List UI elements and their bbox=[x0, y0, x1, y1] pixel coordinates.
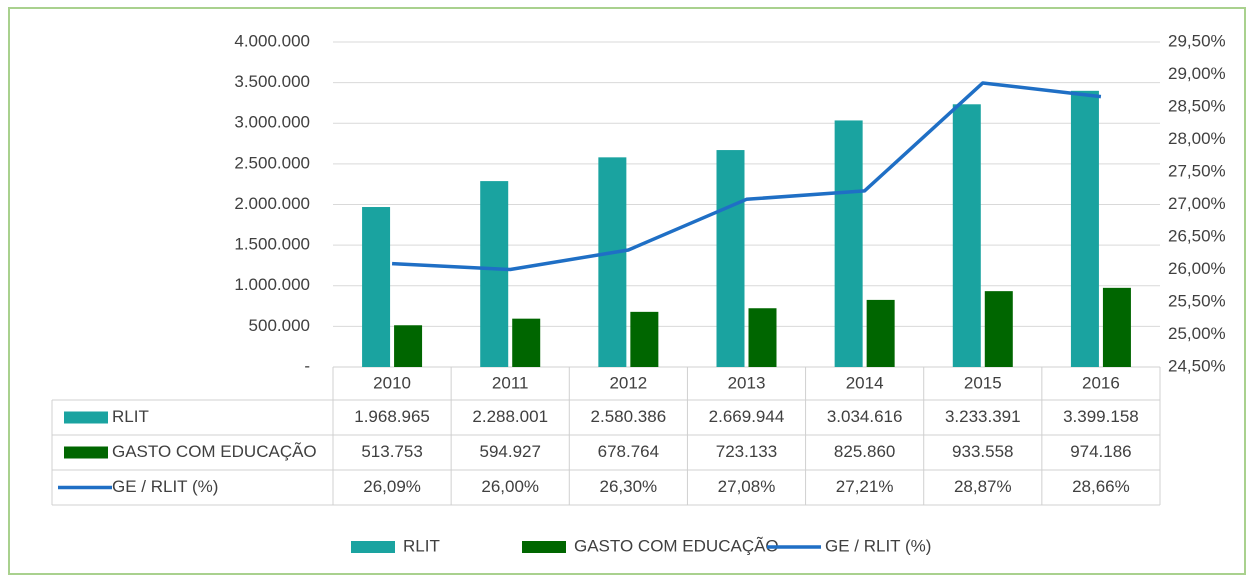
table-row-label: RLIT bbox=[112, 407, 149, 426]
table-cell: 3.233.391 bbox=[945, 407, 1021, 426]
bar bbox=[748, 308, 777, 367]
table-cell: 1.968.965 bbox=[354, 407, 430, 426]
table-cell: 2.580.386 bbox=[591, 407, 667, 426]
table-cell: 27,08% bbox=[718, 477, 776, 496]
legend-key bbox=[351, 541, 395, 553]
legend-label: GE / RLIT (%) bbox=[825, 536, 931, 555]
legend-label: GASTO COM EDUCAÇÃO bbox=[574, 536, 779, 555]
table-cell: 933.558 bbox=[952, 442, 1013, 461]
bar bbox=[866, 299, 895, 367]
table-cell: 678.764 bbox=[598, 442, 659, 461]
table-key bbox=[64, 446, 108, 459]
table-cell: 26,30% bbox=[600, 477, 658, 496]
y-tick-label: - bbox=[304, 356, 310, 375]
table-row-label: GE / RLIT (%) bbox=[112, 477, 218, 496]
table-cell: 28,66% bbox=[1072, 477, 1130, 496]
bar bbox=[630, 311, 659, 367]
y2-tick-label: 24,50% bbox=[1168, 356, 1226, 375]
y-tick-label: 1.000.000 bbox=[234, 275, 310, 294]
table-cell: 28,87% bbox=[954, 477, 1012, 496]
table-cell: 3.399.158 bbox=[1063, 407, 1139, 426]
frame bbox=[8, 7, 1246, 575]
bar bbox=[512, 318, 541, 367]
table-row-label: GASTO COM EDUCAÇÃO bbox=[112, 442, 317, 461]
bar bbox=[716, 150, 745, 367]
table-cell: 974.186 bbox=[1070, 442, 1131, 461]
y2-tick-label: 28,50% bbox=[1168, 96, 1226, 115]
x-tick-label: 2015 bbox=[964, 373, 1002, 392]
table-cell: 825.860 bbox=[834, 442, 895, 461]
table-cell: 26,00% bbox=[481, 477, 539, 496]
y2-tick-label: 26,00% bbox=[1168, 259, 1226, 278]
y2-tick-label: 25,50% bbox=[1168, 291, 1226, 310]
y2-tick-label: 25,00% bbox=[1168, 324, 1226, 343]
y2-tick-label: 27,50% bbox=[1168, 161, 1226, 180]
y-tick-label: 2.500.000 bbox=[234, 153, 310, 172]
table-cell: 2.288.001 bbox=[472, 407, 548, 426]
bar bbox=[362, 207, 391, 367]
x-tick-label: 2014 bbox=[846, 373, 884, 392]
y-tick-label: 2.000.000 bbox=[234, 194, 310, 213]
y-tick-label: 500.000 bbox=[249, 316, 310, 335]
legend-label: RLIT bbox=[403, 536, 440, 555]
y2-tick-label: 27,00% bbox=[1168, 194, 1226, 213]
table-key bbox=[64, 411, 108, 424]
bar bbox=[984, 291, 1013, 367]
x-tick-label: 2011 bbox=[492, 373, 529, 392]
table-cell: 594.927 bbox=[479, 442, 540, 461]
line bbox=[391, 81, 1102, 272]
x-tick-label: 2013 bbox=[728, 373, 766, 392]
x-tick-label: 2012 bbox=[609, 373, 647, 392]
table-cell: 513.753 bbox=[361, 442, 422, 461]
legend-key bbox=[522, 541, 566, 553]
table-cell: 27,21% bbox=[836, 477, 894, 496]
table-cell: 3.034.616 bbox=[827, 407, 903, 426]
bar bbox=[1102, 287, 1131, 367]
y2-tick-label: 29,50% bbox=[1168, 31, 1226, 50]
y-tick-label: 3.000.000 bbox=[234, 113, 310, 132]
x-tick-label: 2010 bbox=[373, 373, 411, 392]
x-tick-label: 2016 bbox=[1082, 373, 1120, 392]
y-tick-label: 4.000.000 bbox=[234, 31, 310, 50]
table-cell: 723.133 bbox=[716, 442, 777, 461]
y-tick-label: 1.500.000 bbox=[234, 235, 310, 254]
bar bbox=[952, 104, 981, 367]
bar bbox=[394, 325, 423, 367]
table-cell: 2.669.944 bbox=[709, 407, 785, 426]
bar bbox=[1070, 90, 1099, 367]
bar bbox=[834, 120, 863, 368]
y2-tick-label: 28,00% bbox=[1168, 129, 1226, 148]
y2-tick-label: 26,50% bbox=[1168, 226, 1226, 245]
bar bbox=[598, 157, 627, 367]
y2-tick-label: 29,00% bbox=[1168, 64, 1226, 83]
bar bbox=[480, 181, 509, 367]
table-cell: 26,09% bbox=[363, 477, 421, 496]
y-tick-label: 3.500.000 bbox=[234, 72, 310, 91]
